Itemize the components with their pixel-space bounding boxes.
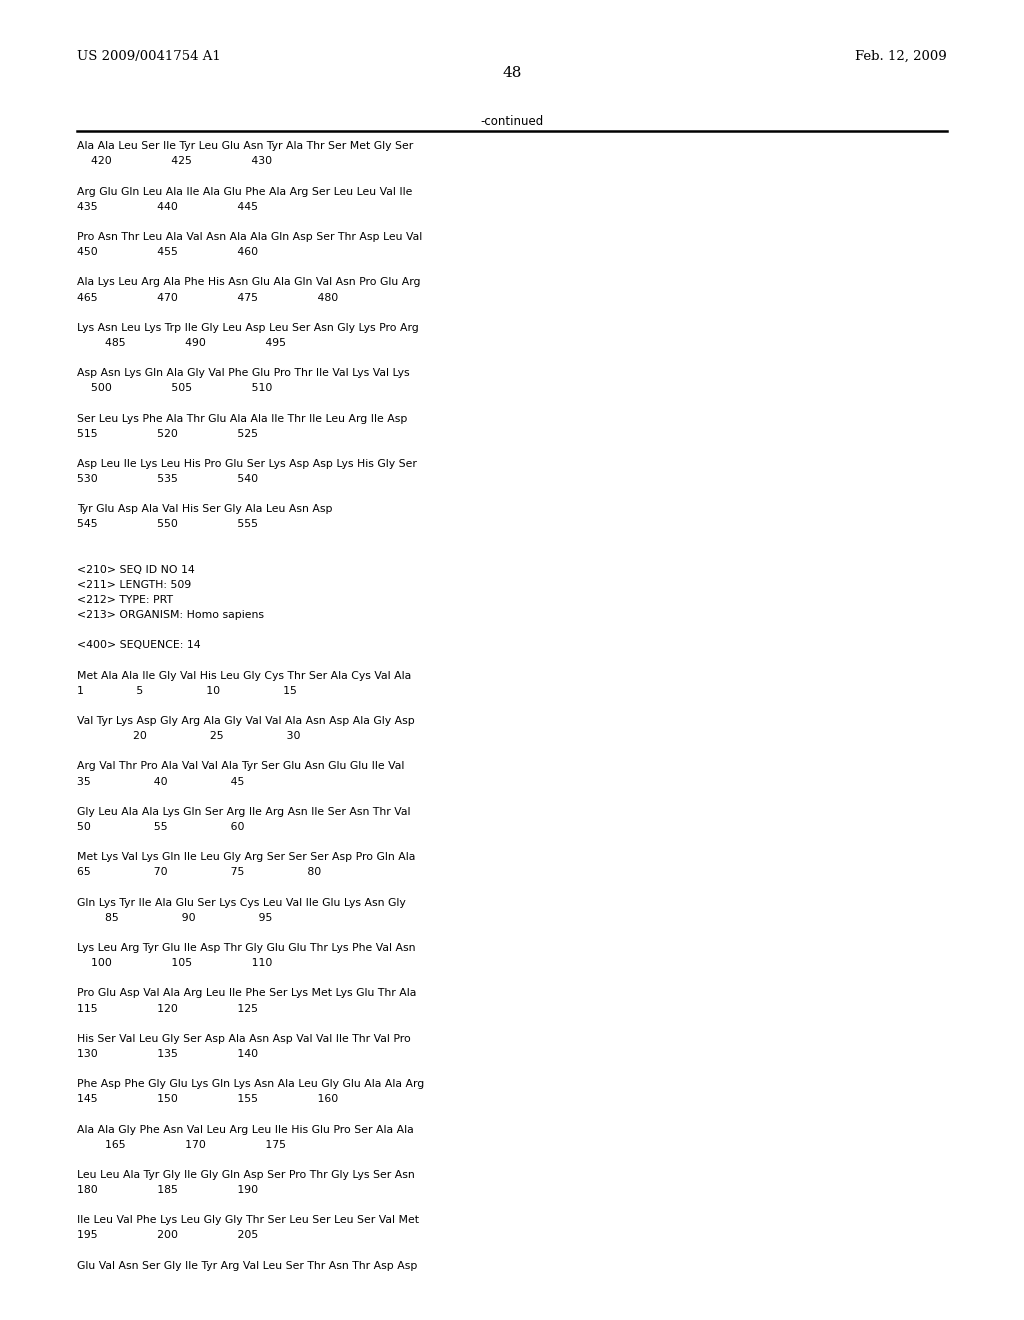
Text: Glu Val Asn Ser Gly Ile Tyr Arg Val Leu Ser Thr Asn Thr Asp Asp: Glu Val Asn Ser Gly Ile Tyr Arg Val Leu … (77, 1261, 417, 1271)
Text: Arg Val Thr Pro Ala Val Val Ala Tyr Ser Glu Asn Glu Glu Ile Val: Arg Val Thr Pro Ala Val Val Ala Tyr Ser … (77, 762, 404, 771)
Text: Feb. 12, 2009: Feb. 12, 2009 (855, 50, 947, 63)
Text: <400> SEQUENCE: 14: <400> SEQUENCE: 14 (77, 640, 201, 651)
Text: Lys Asn Leu Lys Trp Ile Gly Leu Asp Leu Ser Asn Gly Lys Pro Arg: Lys Asn Leu Lys Trp Ile Gly Leu Asp Leu … (77, 323, 419, 333)
Text: <210> SEQ ID NO 14: <210> SEQ ID NO 14 (77, 565, 195, 574)
Text: 165                 170                 175: 165 170 175 (77, 1139, 286, 1150)
Text: Ile Leu Val Phe Lys Leu Gly Gly Thr Ser Leu Ser Leu Ser Val Met: Ile Leu Val Phe Lys Leu Gly Gly Thr Ser … (77, 1216, 419, 1225)
Text: His Ser Val Leu Gly Ser Asp Ala Asn Asp Val Val Ile Thr Val Pro: His Ser Val Leu Gly Ser Asp Ala Asn Asp … (77, 1034, 411, 1044)
Text: 515                 520                 525: 515 520 525 (77, 429, 258, 438)
Text: 35                  40                  45: 35 40 45 (77, 776, 244, 787)
Text: Arg Glu Gln Leu Ala Ile Ala Glu Phe Ala Arg Ser Leu Leu Val Ile: Arg Glu Gln Leu Ala Ile Ala Glu Phe Ala … (77, 186, 413, 197)
Text: Met Ala Ala Ile Gly Val His Leu Gly Cys Thr Ser Ala Cys Val Ala: Met Ala Ala Ile Gly Val His Leu Gly Cys … (77, 671, 411, 681)
Text: 1               5                  10                  15: 1 5 10 15 (77, 686, 297, 696)
Text: 115                 120                 125: 115 120 125 (77, 1003, 258, 1014)
Text: Ala Ala Gly Phe Asn Val Leu Arg Leu Ile His Glu Pro Ser Ala Ala: Ala Ala Gly Phe Asn Val Leu Arg Leu Ile … (77, 1125, 414, 1135)
Text: 20                  25                  30: 20 25 30 (77, 731, 300, 742)
Text: <213> ORGANISM: Homo sapiens: <213> ORGANISM: Homo sapiens (77, 610, 264, 620)
Text: 145                 150                 155                 160: 145 150 155 160 (77, 1094, 338, 1105)
Text: 100                 105                 110: 100 105 110 (77, 958, 272, 968)
Text: Leu Leu Ala Tyr Gly Ile Gly Gln Asp Ser Pro Thr Gly Lys Ser Asn: Leu Leu Ala Tyr Gly Ile Gly Gln Asp Ser … (77, 1170, 415, 1180)
Text: 450                 455                 460: 450 455 460 (77, 247, 258, 257)
Text: 195                 200                 205: 195 200 205 (77, 1230, 258, 1241)
Text: Val Tyr Lys Asp Gly Arg Ala Gly Val Val Ala Asn Asp Ala Gly Asp: Val Tyr Lys Asp Gly Arg Ala Gly Val Val … (77, 715, 415, 726)
Text: 130                 135                 140: 130 135 140 (77, 1049, 258, 1059)
Text: Gly Leu Ala Ala Lys Gln Ser Arg Ile Arg Asn Ile Ser Asn Thr Val: Gly Leu Ala Ala Lys Gln Ser Arg Ile Arg … (77, 807, 411, 817)
Text: 420                 425                 430: 420 425 430 (77, 156, 272, 166)
Text: 465                 470                 475                 480: 465 470 475 480 (77, 293, 338, 302)
Text: Asp Leu Ile Lys Leu His Pro Glu Ser Lys Asp Asp Lys His Gly Ser: Asp Leu Ile Lys Leu His Pro Glu Ser Lys … (77, 459, 417, 469)
Text: Asp Asn Lys Gln Ala Gly Val Phe Glu Pro Thr Ile Val Lys Val Lys: Asp Asn Lys Gln Ala Gly Val Phe Glu Pro … (77, 368, 410, 378)
Text: Ser Leu Lys Phe Ala Thr Glu Ala Ala Ile Thr Ile Leu Arg Ile Asp: Ser Leu Lys Phe Ala Thr Glu Ala Ala Ile … (77, 413, 408, 424)
Text: Met Lys Val Lys Gln Ile Leu Gly Arg Ser Ser Ser Asp Pro Gln Ala: Met Lys Val Lys Gln Ile Leu Gly Arg Ser … (77, 853, 415, 862)
Text: Lys Leu Arg Tyr Glu Ile Asp Thr Gly Glu Glu Thr Lys Phe Val Asn: Lys Leu Arg Tyr Glu Ile Asp Thr Gly Glu … (77, 942, 416, 953)
Text: Ala Lys Leu Arg Ala Phe His Asn Glu Ala Gln Val Asn Pro Glu Arg: Ala Lys Leu Arg Ala Phe His Asn Glu Ala … (77, 277, 420, 288)
Text: 530                 535                 540: 530 535 540 (77, 474, 258, 484)
Text: 65                  70                  75                  80: 65 70 75 80 (77, 867, 322, 878)
Text: Gln Lys Tyr Ile Ala Glu Ser Lys Cys Leu Val Ile Glu Lys Asn Gly: Gln Lys Tyr Ile Ala Glu Ser Lys Cys Leu … (77, 898, 406, 908)
Text: <212> TYPE: PRT: <212> TYPE: PRT (77, 595, 173, 605)
Text: Pro Glu Asp Val Ala Arg Leu Ile Phe Ser Lys Met Lys Glu Thr Ala: Pro Glu Asp Val Ala Arg Leu Ile Phe Ser … (77, 989, 416, 998)
Text: 545                 550                 555: 545 550 555 (77, 520, 258, 529)
Text: Tyr Glu Asp Ala Val His Ser Gly Ala Leu Asn Asp: Tyr Glu Asp Ala Val His Ser Gly Ala Leu … (77, 504, 333, 515)
Text: -continued: -continued (480, 115, 544, 128)
Text: US 2009/0041754 A1: US 2009/0041754 A1 (77, 50, 220, 63)
Text: <211> LENGTH: 509: <211> LENGTH: 509 (77, 579, 191, 590)
Text: 435                 440                 445: 435 440 445 (77, 202, 258, 211)
Text: 50                  55                  60: 50 55 60 (77, 822, 245, 832)
Text: 85                  90                  95: 85 90 95 (77, 912, 272, 923)
Text: 180                 185                 190: 180 185 190 (77, 1185, 258, 1195)
Text: Phe Asp Phe Gly Glu Lys Gln Lys Asn Ala Leu Gly Glu Ala Ala Arg: Phe Asp Phe Gly Glu Lys Gln Lys Asn Ala … (77, 1080, 424, 1089)
Text: 500                 505                 510: 500 505 510 (77, 383, 272, 393)
Text: 48: 48 (503, 66, 521, 81)
Text: Ala Ala Leu Ser Ile Tyr Leu Glu Asn Tyr Ala Thr Ser Met Gly Ser: Ala Ala Leu Ser Ile Tyr Leu Glu Asn Tyr … (77, 141, 413, 152)
Text: Pro Asn Thr Leu Ala Val Asn Ala Ala Gln Asp Ser Thr Asp Leu Val: Pro Asn Thr Leu Ala Val Asn Ala Ala Gln … (77, 232, 422, 242)
Text: 485                 490                 495: 485 490 495 (77, 338, 286, 348)
